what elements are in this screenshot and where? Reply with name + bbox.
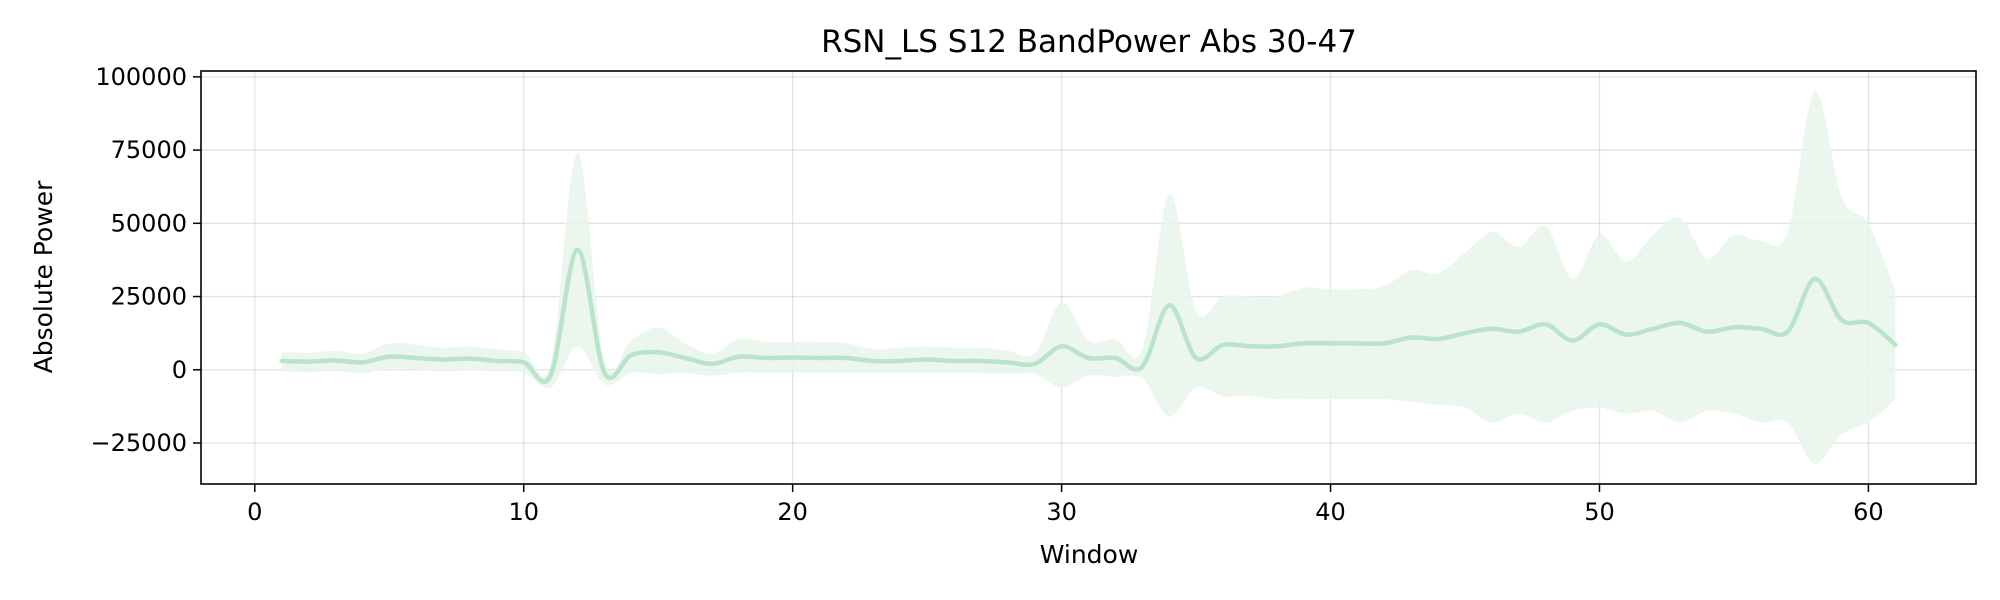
y-tick-label: 0	[172, 356, 187, 384]
mean-line	[279, 247, 1898, 385]
y-tick-label: 25000	[111, 283, 187, 311]
x-tick-label: 40	[1315, 498, 1346, 526]
x-axis-label: Window	[1040, 540, 1139, 569]
chart-title: RSN_LS S12 BandPower Abs 30-47	[821, 24, 1357, 60]
axis-ticks: 0 10 20 30 40 50 60 −25000 0 25000 50000 75000 10000…	[91, 63, 1884, 526]
band-area	[281, 91, 1896, 464]
x-tick-label: 50	[1584, 498, 1615, 526]
y-axis-label: Absolute Power	[29, 180, 58, 374]
y-tick-label: 50000	[111, 209, 187, 237]
x-tick-label: 10	[508, 498, 539, 526]
x-tick-label: 30	[1046, 498, 1077, 526]
x-tick-label: 0	[247, 498, 262, 526]
x-tick-label: 20	[777, 498, 808, 526]
x-tick-label: 60	[1853, 498, 1884, 526]
y-tick-label: 100000	[95, 63, 187, 91]
y-tick-label: 75000	[111, 136, 187, 164]
confidence-band	[281, 91, 1896, 464]
y-tick-label: −25000	[91, 429, 187, 457]
mean-series	[279, 247, 1898, 385]
plot-frame	[200, 70, 1977, 485]
